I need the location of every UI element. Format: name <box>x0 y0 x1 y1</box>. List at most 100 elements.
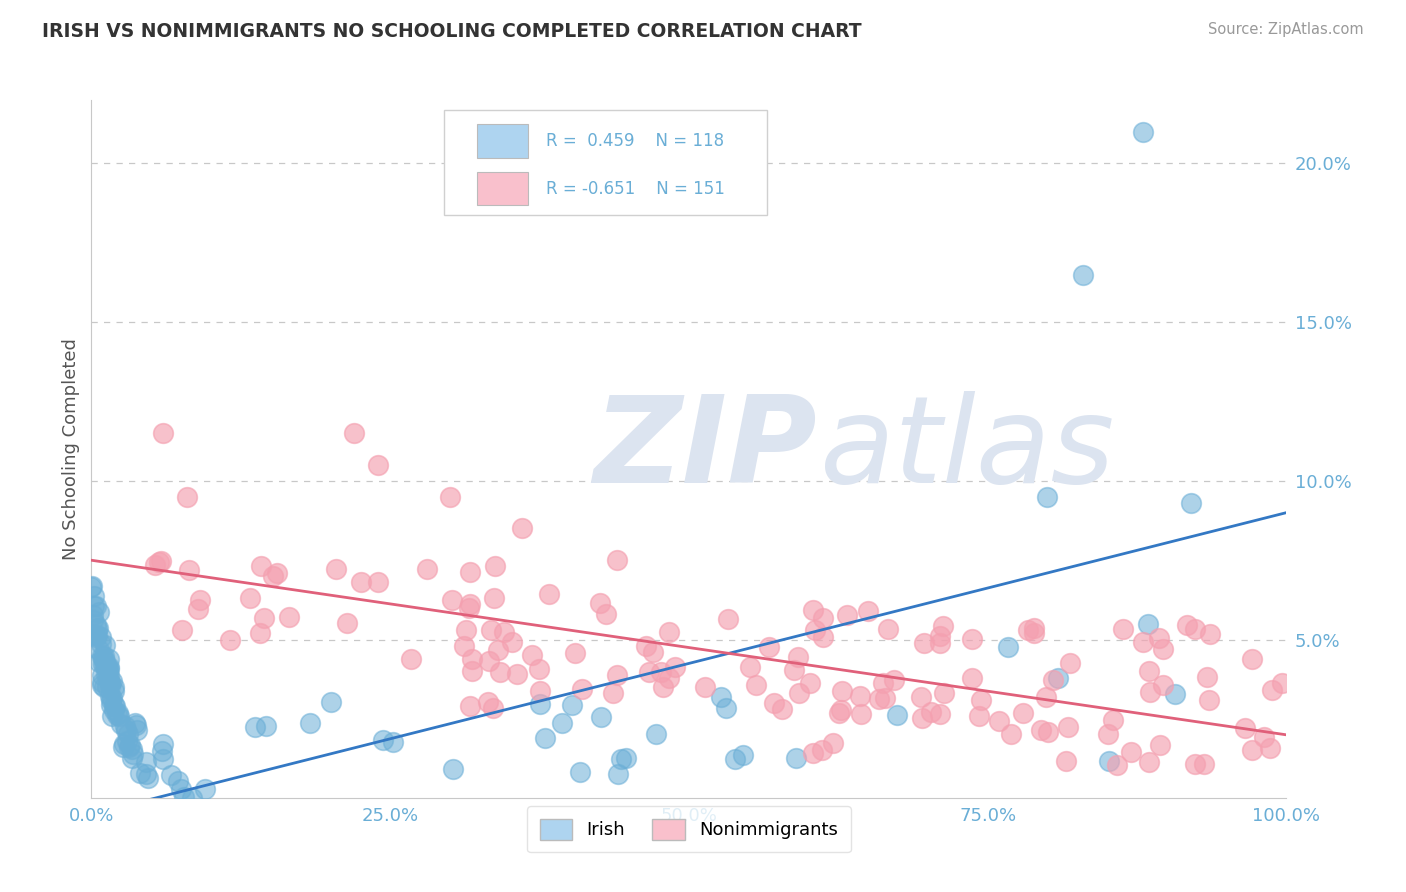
Point <box>920 706 942 720</box>
Point <box>94 654 117 668</box>
Point <box>1046 671 1069 685</box>
Point <box>1149 631 1171 645</box>
Point <box>1105 758 1128 772</box>
Point <box>510 521 533 535</box>
Point <box>89 655 111 669</box>
Point <box>441 762 464 776</box>
Point <box>664 659 686 673</box>
Point <box>93 680 115 694</box>
Point <box>932 686 955 700</box>
Point <box>714 700 737 714</box>
Point <box>644 726 666 740</box>
Point <box>479 623 502 637</box>
Point <box>80 580 103 594</box>
Point <box>494 625 516 640</box>
Point <box>460 565 482 579</box>
Point <box>803 624 825 638</box>
Point <box>1184 622 1206 636</box>
Point <box>758 640 780 655</box>
Point <box>112 737 135 751</box>
Point <box>125 717 148 731</box>
Point <box>461 665 484 679</box>
Point <box>1241 743 1264 757</box>
Point <box>1132 635 1154 649</box>
Point <box>152 737 174 751</box>
Point <box>152 426 174 441</box>
Point <box>84 617 107 632</box>
Point <box>638 665 661 680</box>
FancyBboxPatch shape <box>478 124 527 158</box>
Point <box>813 610 835 624</box>
Point <box>299 715 322 730</box>
Point <box>478 654 501 668</box>
Point <box>823 736 845 750</box>
Point <box>529 684 551 698</box>
Point <box>911 711 934 725</box>
Point <box>439 490 461 504</box>
Point <box>83 628 105 642</box>
Point <box>1164 687 1187 701</box>
Point <box>89 643 111 657</box>
Point <box>100 674 122 689</box>
Point <box>1149 739 1171 753</box>
Point <box>1056 720 1078 734</box>
Point <box>90 630 112 644</box>
Point <box>82 607 104 622</box>
Point <box>831 683 853 698</box>
Point <box>96 681 118 695</box>
Point <box>856 604 879 618</box>
Point <box>321 695 343 709</box>
Point <box>96 663 118 677</box>
Point <box>1199 627 1222 641</box>
Point <box>256 719 278 733</box>
Point <box>101 673 124 688</box>
Point <box>569 765 592 780</box>
Point <box>783 663 806 677</box>
Point <box>928 629 950 643</box>
Point <box>988 714 1011 729</box>
Point <box>1029 723 1052 738</box>
Point <box>849 706 872 721</box>
Y-axis label: No Schooling Completed: No Schooling Completed <box>62 338 80 560</box>
Point <box>1258 741 1281 756</box>
Point <box>98 662 121 676</box>
Point <box>457 601 479 615</box>
Point <box>84 630 107 644</box>
Point <box>97 671 120 685</box>
Legend: Irish, Nonimmigrants: Irish, Nonimmigrants <box>527 806 851 852</box>
Point <box>367 575 389 590</box>
Point <box>787 650 810 665</box>
Point <box>381 735 404 749</box>
Point <box>143 558 166 572</box>
Point <box>1098 754 1121 768</box>
Point <box>136 772 159 786</box>
Point <box>350 574 373 589</box>
Point <box>970 693 993 707</box>
Point <box>461 652 484 666</box>
Point <box>453 640 475 654</box>
FancyBboxPatch shape <box>478 172 527 205</box>
Point <box>651 681 673 695</box>
Text: Source: ZipAtlas.com: Source: ZipAtlas.com <box>1208 22 1364 37</box>
Point <box>150 744 173 758</box>
Point <box>1132 125 1154 139</box>
Point <box>1059 656 1081 670</box>
Point <box>1018 623 1040 637</box>
Point <box>94 658 117 673</box>
Point <box>82 579 104 593</box>
Point <box>1102 714 1125 728</box>
Point <box>1261 682 1284 697</box>
Point <box>830 702 852 716</box>
Point <box>506 667 529 681</box>
Point <box>1022 626 1045 640</box>
Point <box>876 623 898 637</box>
Point <box>262 569 284 583</box>
Point <box>1054 754 1077 768</box>
Point <box>1071 268 1094 282</box>
Point <box>176 490 198 504</box>
Point <box>534 731 557 746</box>
Point <box>1042 673 1064 688</box>
Point <box>105 707 128 722</box>
Point <box>179 563 201 577</box>
Point <box>98 667 121 681</box>
